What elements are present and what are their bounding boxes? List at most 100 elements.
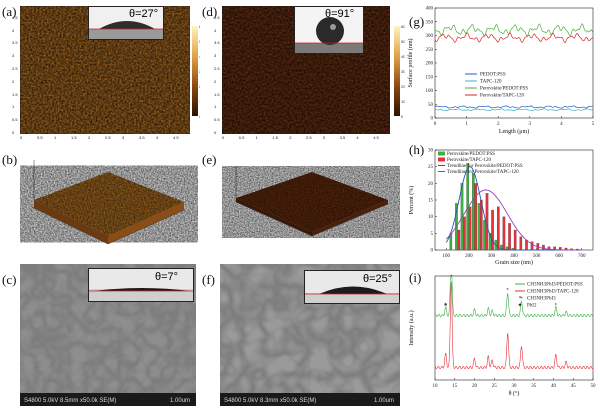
histogram-bar [542, 244, 545, 251]
x-axis-label: Length (μm) [499, 128, 529, 135]
x-tick-label: 3 [529, 122, 532, 127]
x-tick-label: 20 [472, 384, 478, 389]
histogram-bar [457, 229, 461, 251]
contact-angle-value-a: θ=27° [129, 8, 159, 20]
afm-tick-label: 0 [20, 135, 23, 140]
afm-tick-label: 1 [214, 104, 217, 110]
afm-tick-label: 3 [322, 135, 326, 140]
panel-label-b: (b) [2, 152, 18, 167]
colorbar-a [192, 26, 198, 116]
afm-tick-label: 4.5 [173, 135, 179, 140]
x-tick-label: 25 [492, 384, 498, 389]
y-tick-label: 50 [428, 103, 434, 108]
x-axis-label: θ (°) [509, 390, 520, 397]
colorbar-tick-label: 50 [199, 39, 200, 44]
histogram-bar [519, 236, 523, 251]
panel-label-e: (e) [202, 152, 217, 167]
panel-label-f: (f) [202, 272, 215, 287]
afm-tick-label: 0 [12, 130, 15, 135]
contact-angle-value-f: θ=25° [363, 273, 393, 285]
y-tick-label: 150 [426, 75, 434, 80]
peak-marker: * [506, 289, 509, 294]
histogram-bar [463, 216, 466, 251]
afm-tick-label: 4 [156, 135, 159, 140]
legend-entry: PbI2 [527, 304, 537, 309]
contact-angle-inset-c: θ=7° [88, 268, 194, 302]
peak-marker: ★ [443, 302, 448, 308]
x-tick-label: 10 [433, 384, 439, 389]
peak-marker: * [555, 304, 558, 309]
colorbar-tick-label: 60 [199, 24, 200, 29]
afm-3d-surface-e [235, 166, 389, 237]
x-tick-label: 400 [510, 254, 518, 259]
afm-tick-label: 1 [54, 135, 57, 140]
afm-tick-label: 2.5 [105, 135, 111, 140]
afm-tick-label: 3.5 [339, 135, 346, 140]
panel-g: (g) 0 50 100 150 200 250 300 350 400 0 1 2 3 4 5 Length… [405, 0, 600, 136]
legend-entry: Perovskite/PEDOT:PSS [447, 152, 495, 157]
x-tick-label: 700 [578, 254, 586, 259]
sem-info-c: S4800 5.0kV 8.5mm x50.0k SE(M) [24, 398, 117, 404]
afm-tick-label: 2.5 [12, 66, 18, 71]
afm-tick-label: 2 [88, 135, 91, 140]
colorbar-tick-label: 50 [401, 39, 405, 44]
afm-tick-label: 1 [255, 135, 258, 140]
histogram-bar [496, 206, 500, 251]
histogram-bar [491, 209, 494, 251]
x-tick-label: 4 [560, 122, 563, 127]
afm-tick-label: 1 [12, 104, 15, 110]
histogram-bar [525, 239, 528, 251]
sem-scale-f: 1.00um [373, 398, 394, 404]
afm-height-map-a [20, 6, 190, 134]
afm-tick-label: 0 [214, 130, 217, 135]
y-tick-label: 400 [426, 7, 434, 12]
x-tick-label: 5 [592, 122, 595, 127]
afm-tick-label: 0.5 [37, 135, 43, 140]
x-tick-label: 600 [555, 254, 563, 259]
y-tick-label: 0 [431, 249, 434, 254]
legend-entry: CH3NH3PbI3/PEDOT:PSS [527, 283, 583, 288]
x-axis-label: Grain size (nm) [495, 259, 533, 266]
panel-d: (d) θ=91° 0 0 0.5 0.5 1 1 1.5 1.5 2 2 2.5 2.5 3 3 3.5 3… [200, 0, 405, 140]
afm-tick-label: 1.5 [12, 91, 18, 97]
colorbar-tick-label: 10 [401, 99, 405, 104]
afm-tick-label: 2.5 [306, 135, 312, 140]
y-tick-label: 20 [428, 182, 434, 187]
colorbar-tick-label: 40 [401, 54, 405, 59]
afm-tick-label: 3.5 [214, 40, 220, 46]
x-tick-label: 2 [497, 122, 500, 127]
xrd-chart: 10 15 20 25 30 35 40 45 50 θ (°) Intensity (a.u.) ★… [408, 275, 596, 397]
legend-swatch [438, 151, 445, 156]
afm-tick-label: 3 [214, 53, 217, 59]
peak-marker: * [520, 297, 523, 302]
afm-tick-label: 2 [289, 135, 292, 140]
panel-b: (b) [0, 140, 200, 260]
afm-tick-label: 4.5 [12, 14, 18, 20]
afm-tick-label: 3 [122, 135, 125, 140]
afm-tick-label: 4 [356, 135, 359, 140]
afm-tick-label: 0 [222, 135, 225, 140]
legend-swatch [438, 157, 445, 162]
panel-c: (c) θ=7° S4800 5.0kV 8.5mm x50.0k SE(M) … [0, 262, 200, 409]
legend-entry: Trendline for Perovskite/TAPC-120 [447, 170, 519, 175]
y-tick-label: 0 [431, 117, 434, 122]
grain-size-chart: 0 5 10 15 20 25 30 100 200 300 400 500 600 700 Grain s… [408, 149, 594, 266]
x-tick-label: 0 [434, 122, 437, 127]
x-tick-label: 1 [465, 122, 468, 127]
panel-label-a: (a) [2, 4, 17, 19]
afm-tick-label: 0.5 [214, 117, 220, 123]
afm-tick-label: 1.5 [272, 135, 278, 140]
colorbar-tick-label: 20 [199, 84, 200, 89]
series-line-0 [434, 105, 593, 109]
y-tick-label: 15 [428, 199, 434, 204]
x-tick-label: 300 [488, 254, 496, 259]
histogram-bar [471, 173, 475, 251]
surface-profile-chart: 0 50 100 150 200 250 300 350 400 0 1 2 3 4 5 Length (μm… [407, 7, 595, 136]
panel-h: (h) 0 5 10 15 20 25 30 100 200 300 400 500 600 700 Gra… [405, 136, 600, 270]
afm-tick-label: 3 [12, 53, 15, 59]
sem-info-bar-f [220, 393, 400, 406]
afm-tick-label: 2.5 [214, 66, 220, 71]
x-tick-label: 45 [571, 384, 577, 389]
afm-tick-label: 0.5 [12, 117, 18, 123]
y-tick-label: 10 [428, 215, 434, 220]
